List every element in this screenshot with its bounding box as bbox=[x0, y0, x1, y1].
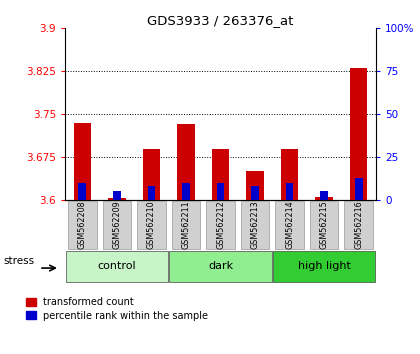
Bar bbox=[147, 186, 155, 200]
Text: GSM562209: GSM562209 bbox=[113, 200, 121, 249]
Bar bbox=[320, 192, 328, 200]
Bar bbox=[251, 186, 259, 200]
Bar bbox=[217, 183, 224, 200]
Text: GSM562212: GSM562212 bbox=[216, 200, 225, 249]
Title: GDS3933 / 263376_at: GDS3933 / 263376_at bbox=[147, 14, 294, 27]
Text: dark: dark bbox=[208, 261, 233, 272]
Bar bbox=[212, 149, 229, 200]
Bar bbox=[344, 201, 373, 249]
Bar bbox=[169, 251, 272, 281]
Bar bbox=[143, 149, 160, 200]
Text: stress: stress bbox=[3, 256, 34, 266]
Bar bbox=[182, 183, 190, 200]
Text: GSM562213: GSM562213 bbox=[251, 200, 260, 249]
Bar bbox=[310, 201, 338, 249]
Text: GSM562210: GSM562210 bbox=[147, 200, 156, 249]
Bar bbox=[286, 183, 294, 200]
Bar bbox=[137, 201, 165, 249]
Text: high light: high light bbox=[298, 261, 351, 272]
Bar bbox=[273, 251, 375, 281]
Bar bbox=[241, 201, 269, 249]
Text: GSM562215: GSM562215 bbox=[320, 200, 328, 249]
Bar bbox=[108, 198, 126, 200]
Text: GSM562208: GSM562208 bbox=[78, 200, 87, 249]
Text: GSM562216: GSM562216 bbox=[354, 200, 363, 249]
Bar bbox=[355, 178, 362, 200]
Bar bbox=[247, 171, 264, 200]
Text: GSM562211: GSM562211 bbox=[181, 200, 190, 249]
Bar bbox=[68, 201, 97, 249]
Bar bbox=[350, 68, 367, 200]
Bar bbox=[113, 192, 121, 200]
Bar bbox=[66, 251, 168, 281]
Bar bbox=[177, 125, 194, 200]
Bar bbox=[74, 123, 91, 200]
Bar bbox=[172, 201, 200, 249]
Bar bbox=[315, 197, 333, 200]
Legend: transformed count, percentile rank within the sample: transformed count, percentile rank withi… bbox=[26, 297, 208, 321]
Bar bbox=[281, 149, 298, 200]
Bar bbox=[103, 201, 131, 249]
Bar bbox=[276, 201, 304, 249]
Bar bbox=[79, 183, 86, 200]
Text: GSM562214: GSM562214 bbox=[285, 200, 294, 249]
Bar bbox=[206, 201, 235, 249]
Text: control: control bbox=[97, 261, 136, 272]
